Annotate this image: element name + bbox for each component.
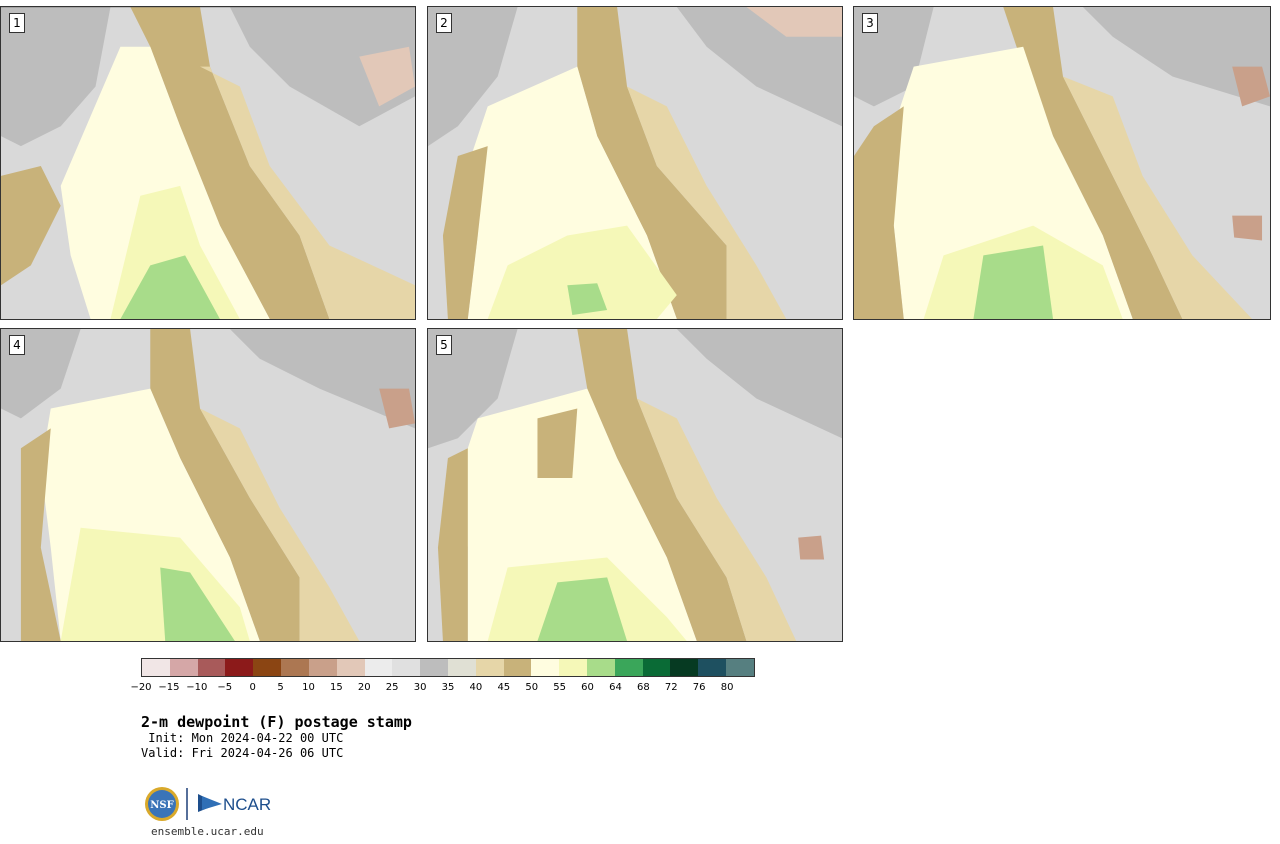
valid-time: Valid: Fri 2024-04-26 06 UTC — [141, 746, 344, 760]
colorbar-swatch — [253, 659, 282, 676]
colorbar-tick-label: −15 — [158, 682, 180, 693]
colorbar-swatch — [142, 659, 170, 676]
colorbar-tick-label: 64 — [609, 682, 622, 693]
colorbar-tick-label: 35 — [441, 682, 455, 693]
panel-number-label: 5 — [436, 335, 452, 355]
panel-number-label: 3 — [862, 13, 878, 33]
colorbar-swatch — [225, 659, 254, 676]
colorbar-swatch — [447, 659, 476, 676]
colorbar-tick-label: 40 — [469, 682, 483, 693]
colorbar-swatch — [670, 659, 699, 676]
colorbar-swatch — [169, 659, 198, 676]
colorbar-swatch — [308, 659, 337, 676]
forecast-map-panel-5: 5 — [427, 328, 843, 642]
site-url[interactable]: ensemble.ucar.edu — [151, 825, 264, 838]
colorbar-swatch — [698, 659, 727, 676]
colorbar-swatch — [475, 659, 504, 676]
colorbar-tick-label: −5 — [217, 682, 233, 693]
colorbar-swatch — [587, 659, 615, 676]
colorbar-tick-label: −20 — [130, 682, 152, 693]
colorbar-tick-label: 0 — [249, 682, 256, 693]
colorbar-tick-label: 20 — [357, 682, 371, 693]
colorbar-swatch — [531, 659, 560, 676]
forecast-map-panel-2: 2 — [427, 6, 843, 320]
colorbar-tick-label: 55 — [553, 682, 566, 693]
nsf-logo: NSF — [145, 787, 179, 821]
nsf-logo-text: NSF — [150, 800, 173, 811]
colorbar-swatch — [392, 659, 421, 676]
colorbar-tick-label: 5 — [277, 682, 284, 693]
panel-number-label: 1 — [9, 13, 25, 33]
dewpoint-map-1 — [1, 7, 415, 319]
ncar-logo-text: NCAR — [223, 795, 271, 814]
chart-title: 2-m dewpoint (F) postage stamp — [141, 713, 412, 731]
colorbar-tick-label: 60 — [581, 682, 594, 693]
colorbar-tick-label: 80 — [720, 682, 734, 693]
dewpoint-map-4 — [1, 329, 415, 641]
forecast-map-panel-3: 3 — [853, 6, 1271, 320]
colorbar-tick-labels: −20 −15 −10 −5 0 5 10 15 20 25 30 35 40 45 50 55 60 64 68 7… — [130, 682, 755, 696]
forecast-map-panel-1: 1 — [0, 6, 416, 320]
colorbar-tick-label: 30 — [413, 682, 427, 693]
colorbar-swatch — [197, 659, 226, 676]
colorbar-tick-label: −10 — [186, 682, 208, 693]
colorbar-swatch — [420, 659, 448, 676]
colorbar-swatch — [642, 659, 671, 676]
colorbar-tick-label: 72 — [664, 682, 678, 693]
panel-number-label: 2 — [436, 13, 452, 33]
colorbar-tick-label: 25 — [385, 682, 399, 693]
panel-number-label: 4 — [9, 335, 25, 355]
dewpoint-map-5 — [428, 329, 842, 641]
colorbar-swatch — [503, 659, 532, 676]
ncar-logo: NCAR — [198, 794, 271, 814]
colorbar-swatch — [559, 659, 587, 676]
dewpoint-map-2 — [428, 7, 842, 319]
colorbar-tick-label: 68 — [636, 682, 650, 693]
dewpoint-colorbar — [141, 658, 755, 677]
nsf-ncar-logos: NSF NCAR — [145, 787, 271, 821]
colorbar-swatch — [726, 659, 754, 676]
dewpoint-map-3 — [854, 7, 1270, 319]
forecast-map-panel-4: 4 — [0, 328, 416, 642]
colorbar-tick-label: 76 — [692, 682, 706, 693]
colorbar-tick-label: 15 — [329, 682, 343, 693]
colorbar-swatch — [364, 659, 393, 676]
colorbar-swatch — [281, 659, 309, 676]
init-time: Init: Mon 2024-04-22 00 UTC — [141, 731, 344, 745]
colorbar-tick-label: 45 — [497, 682, 511, 693]
colorbar-swatch — [614, 659, 643, 676]
colorbar-swatch — [336, 659, 365, 676]
colorbar-tick-label: 50 — [525, 682, 539, 693]
colorbar-tick-label: 10 — [302, 682, 315, 693]
